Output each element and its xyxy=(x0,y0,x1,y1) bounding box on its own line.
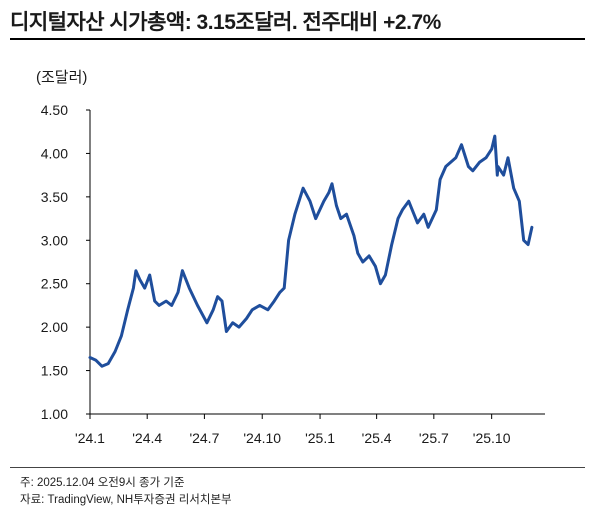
title-underline xyxy=(10,38,585,40)
market-cap-line-chart: (조달러) 1.00 1.50 2.00 2.50 3.00 3.50 4.00 4.50 '… xyxy=(36,69,545,446)
x-tick-label: '24.7 xyxy=(189,430,219,446)
x-tick-label: '25.4 xyxy=(362,430,392,446)
x-tick-label: '25.1 xyxy=(305,430,335,446)
chart-notes: 주: 2025.12.04 오전9시 종가 기준 자료: TradingView… xyxy=(20,475,232,509)
x-tick-label: '24.10 xyxy=(243,430,281,446)
y-unit-label: (조달러) xyxy=(36,69,87,86)
market-cap-series-line xyxy=(88,134,534,368)
y-tick-label: 1.50 xyxy=(41,363,68,379)
x-tick-label: '24.4 xyxy=(132,430,162,446)
y-tick-label: 3.50 xyxy=(41,189,68,205)
y-tick-label: 1.00 xyxy=(41,406,68,422)
page-title: 디지털자산 시가총액: 3.15조달러. 전주대비 +2.7% xyxy=(10,11,441,34)
footer-rule xyxy=(10,467,585,468)
x-tick-label: '25.7 xyxy=(419,430,449,446)
x-tick-group: '24.1 '24.4 '24.7 '24.10 '25.1 '25.4 '25.7 '25.… xyxy=(75,414,511,446)
y-tick-label: 3.00 xyxy=(41,232,68,248)
x-tick-label: '25.10 xyxy=(473,430,511,446)
y-tick-label: 2.00 xyxy=(41,319,68,335)
note-text: 주: 2025.12.04 오전9시 종가 기준 xyxy=(20,477,185,489)
y-tick-group: 1.00 1.50 2.00 2.50 3.00 3.50 4.00 4.50 xyxy=(41,102,90,422)
y-tick-label: 2.50 xyxy=(41,276,68,292)
y-tick-label: 4.00 xyxy=(41,145,68,161)
x-tick-label: '24.1 xyxy=(75,430,105,446)
y-tick-label: 4.50 xyxy=(41,102,68,118)
source-text: 자료: TradingView, NH투자증권 리서치본부 xyxy=(20,494,232,506)
